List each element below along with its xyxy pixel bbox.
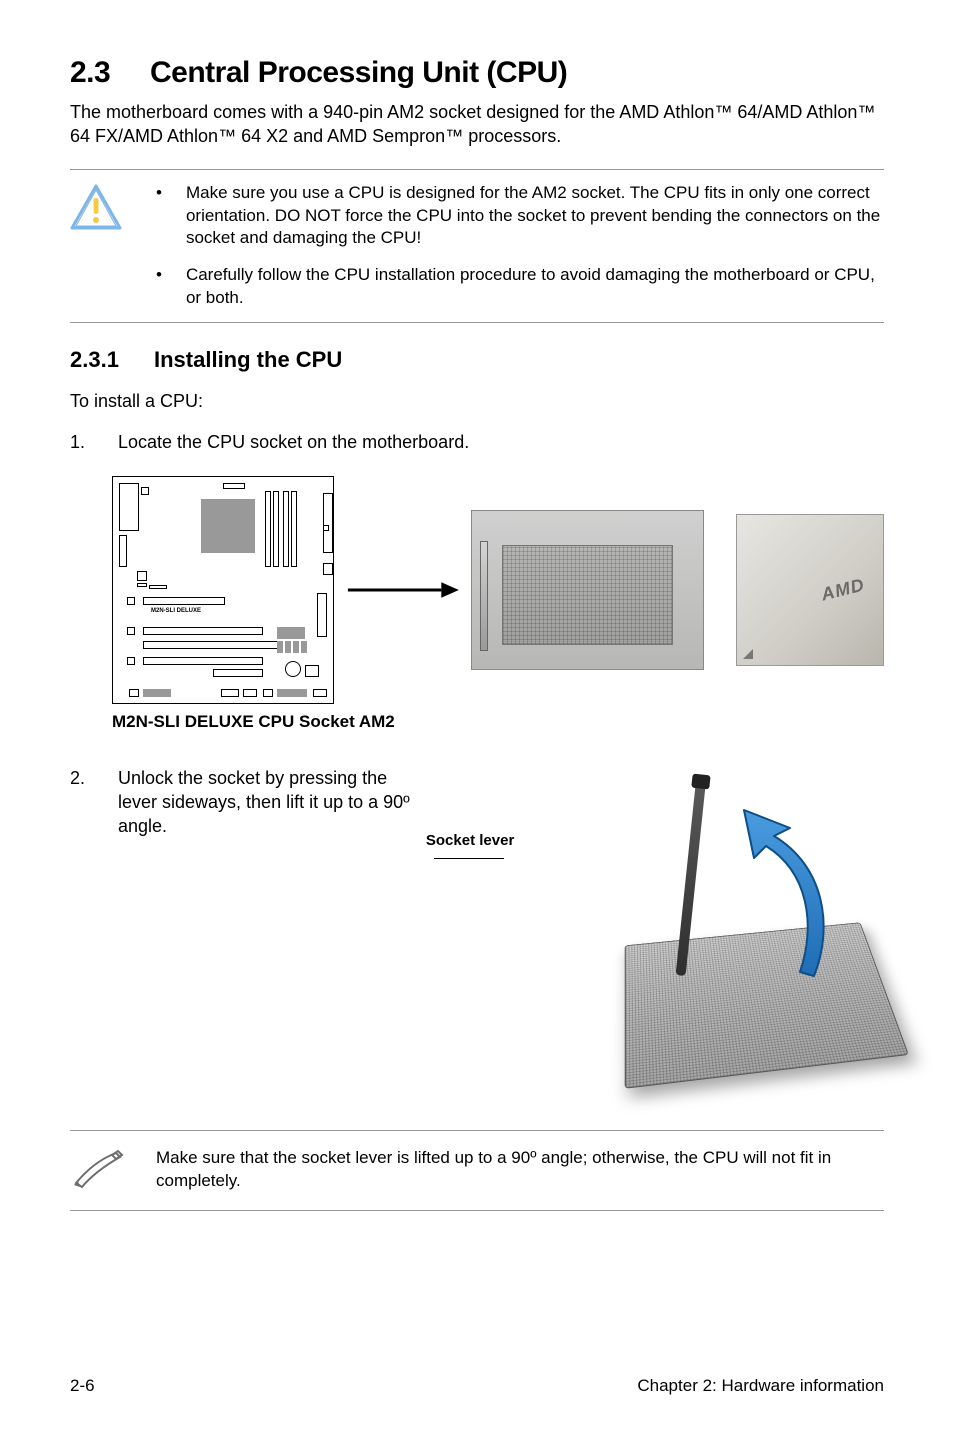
figure-row: M2N-SLI DELUXE bbox=[70, 476, 884, 704]
caution-callout: • Make sure you use a CPU is designed fo… bbox=[70, 169, 884, 324]
caution-text: Carefully follow the CPU installation pr… bbox=[186, 264, 884, 310]
subsection-number: 2.3.1 bbox=[70, 347, 154, 373]
footer-chapter: Chapter 2: Hardware information bbox=[637, 1376, 884, 1396]
note-text: Make sure that the socket lever is lifte… bbox=[156, 1147, 884, 1194]
step-text: Unlock the socket by pressing the lever … bbox=[118, 766, 416, 839]
subsection-heading: 2.3.1Installing the CPU bbox=[70, 347, 884, 373]
note-icon bbox=[70, 1147, 128, 1194]
note-callout: Make sure that the socket lever is lifte… bbox=[70, 1130, 884, 1211]
caution-icon bbox=[70, 182, 128, 311]
socket-lever-label: Socket lever bbox=[426, 832, 514, 867]
step-1: 1. Locate the CPU socket on the motherbo… bbox=[70, 430, 884, 454]
leader-line bbox=[434, 858, 504, 859]
caution-item: • Carefully follow the CPU installation … bbox=[156, 264, 884, 310]
intro-paragraph: The motherboard comes with a 940-pin AM2… bbox=[70, 100, 884, 149]
caution-item: • Make sure you use a CPU is designed fo… bbox=[156, 182, 884, 251]
step-number: 1. bbox=[70, 430, 92, 454]
section-heading: 2.3Central Processing Unit (CPU) bbox=[70, 56, 884, 90]
cpu-brand-label: AMD bbox=[819, 574, 867, 605]
caution-list: • Make sure you use a CPU is designed fo… bbox=[156, 182, 884, 311]
step-2: 2. Unlock the socket by pressing the lev… bbox=[70, 766, 416, 839]
figure-caption: M2N-SLI DELUXE CPU Socket AM2 bbox=[112, 712, 884, 732]
cpu-pin1-marker bbox=[743, 649, 753, 659]
step-text: Locate the CPU socket on the motherboard… bbox=[118, 430, 884, 454]
footer-page-number: 2-6 bbox=[70, 1376, 95, 1396]
arrow-icon bbox=[344, 570, 461, 610]
motherboard-diagram: M2N-SLI DELUXE bbox=[112, 476, 334, 704]
cpu-photo: AMD bbox=[736, 514, 884, 666]
board-model-label: M2N-SLI DELUXE bbox=[151, 608, 201, 614]
section-number: 2.3 bbox=[70, 56, 150, 90]
socket-lever-closed bbox=[480, 541, 488, 651]
curved-arrow-icon bbox=[704, 806, 844, 986]
caution-text: Make sure you use a CPU is designed for … bbox=[186, 182, 884, 251]
section-title: Central Processing Unit (CPU) bbox=[150, 56, 567, 89]
bullet-dot: • bbox=[156, 264, 162, 310]
bullet-dot: • bbox=[156, 182, 162, 251]
step-2-row: 2. Unlock the socket by pressing the lev… bbox=[70, 766, 884, 1096]
socket-open-photo bbox=[596, 766, 884, 1096]
step-number: 2. bbox=[70, 766, 92, 839]
socket-photo bbox=[471, 510, 705, 670]
page-footer: 2-6 Chapter 2: Hardware information bbox=[70, 1376, 884, 1396]
subsection-title: Installing the CPU bbox=[154, 347, 342, 372]
preamble-text: To install a CPU: bbox=[70, 389, 884, 413]
